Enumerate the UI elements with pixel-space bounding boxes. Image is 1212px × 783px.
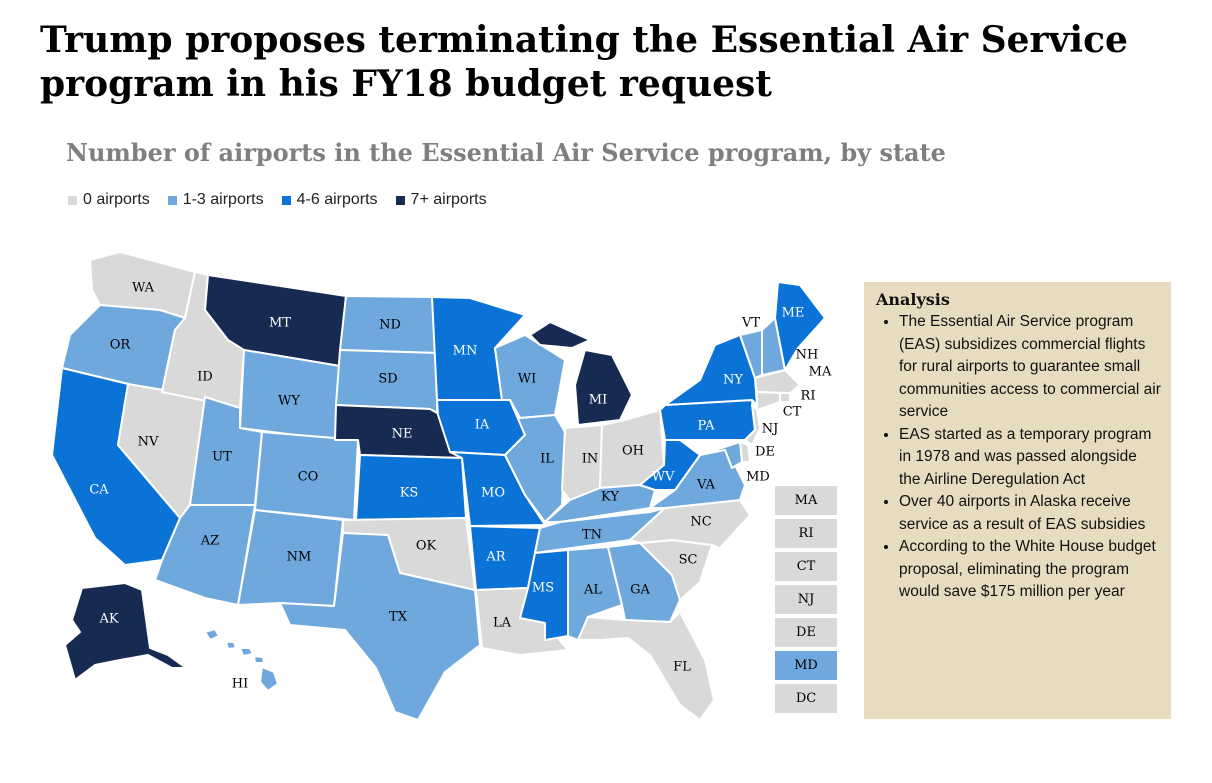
state-label-mn: MN	[453, 344, 478, 359]
state-shape-mi	[529, 321, 633, 426]
state-label-tn: TN	[582, 528, 602, 543]
state-shape-ri	[779, 392, 791, 403]
state-label-il: IL	[540, 452, 554, 467]
state-label-az: AZ	[200, 534, 219, 549]
small-state-box-ri: RI	[775, 519, 837, 548]
state-label-vt: VT	[741, 316, 760, 331]
state-label-nc: NC	[690, 515, 711, 530]
analysis-bullet-4: According to the White House budget prop…	[899, 536, 1161, 604]
state-label-hi: HI	[232, 677, 248, 692]
state-label-ky: KY	[601, 490, 619, 505]
analysis-bullet-2: EAS started as a temporary program in 19…	[899, 424, 1161, 492]
state-label-mo: MO	[481, 486, 505, 501]
state-label-ma: MA	[809, 365, 832, 380]
legend-item-1: 1-3 airports	[167, 191, 264, 209]
legend-swatch-2	[281, 195, 291, 205]
state-label-ri: RI	[801, 389, 816, 404]
state-label-ks: KS	[400, 486, 419, 501]
legend-label-1: 1-3 airports	[182, 191, 264, 208]
state-label-ar: AR	[485, 550, 506, 565]
state-label-wa: WA	[132, 281, 155, 296]
state-label-wi: WI	[518, 372, 537, 387]
state-label-nh: NH	[796, 348, 819, 363]
state-label-va: VA	[696, 478, 716, 493]
state-label-ct: CT	[783, 405, 802, 420]
state-label-mi: MI	[589, 393, 607, 408]
legend-item-3: 7+ airports	[395, 191, 487, 209]
state-label-nd: ND	[379, 318, 401, 333]
state-label-nv: NV	[138, 435, 159, 450]
small-state-box-nj: NJ	[775, 585, 837, 614]
state-label-mt: MT	[269, 316, 291, 331]
us-states-map: WA OR CA NV ID MT WY UT AZ CO NM ND SD N…	[51, 251, 832, 721]
state-label-id: ID	[197, 370, 213, 385]
analysis-bullet-3: Over 40 airports in Alaska receive servi…	[899, 491, 1161, 536]
state-label-ia: IA	[475, 418, 490, 433]
small-states-panel: MA RI CT NJ DE MD DC	[775, 486, 837, 717]
analysis-panel: Analysis The Essential Air Service progr…	[864, 282, 1171, 719]
state-label-wy: WY	[278, 394, 300, 409]
state-label-co: CO	[298, 470, 319, 485]
state-shape-nj	[744, 404, 761, 446]
small-state-box-ma: MA	[775, 486, 837, 515]
state-label-de: DE	[755, 445, 775, 460]
state-label-md: MD	[746, 470, 770, 485]
state-shape-md	[699, 441, 743, 469]
state-label-ut: UT	[212, 450, 232, 465]
state-label-ny: NY	[723, 373, 743, 388]
state-label-ak: AK	[98, 612, 118, 627]
state-shape-wv	[639, 439, 701, 491]
state-shape-ct	[756, 391, 781, 411]
legend-item-0: 0 airports	[68, 191, 150, 209]
legend-label-2: 4-6 airports	[296, 191, 378, 208]
state-shape-hi	[204, 628, 279, 692]
state-label-la: LA	[493, 616, 512, 631]
legend-swatch-0	[68, 195, 77, 205]
state-label-ga: GA	[630, 583, 650, 598]
analysis-bullet-1: The Essential Air Service program (EAS) …	[899, 311, 1161, 424]
map-subtitle: Number of airports in the Essential Air …	[66, 138, 946, 167]
state-label-al: AL	[583, 583, 602, 598]
small-state-box-md: MD	[775, 651, 837, 680]
state-label-nm: NM	[287, 550, 312, 565]
legend: 0 airports 1-3 airports 4-6 airports 7+ …	[68, 191, 505, 209]
state-shape-fl	[577, 611, 715, 721]
state-label-fl: FL	[673, 660, 691, 675]
state-label-in: IN	[582, 452, 599, 467]
state-shapes	[51, 251, 826, 721]
legend-label-3: 7+ airports	[410, 191, 487, 208]
state-label-ms: MS	[532, 581, 554, 596]
state-label-sd: SD	[378, 372, 397, 387]
state-shape-tx	[279, 532, 481, 721]
state-label-ok: OK	[416, 539, 437, 554]
state-label-ne: NE	[392, 427, 413, 442]
state-shape-ak	[64, 582, 187, 681]
small-state-box-dc: DC	[775, 684, 837, 713]
state-label-ca: CA	[89, 483, 109, 498]
legend-swatch-1	[167, 195, 177, 205]
legend-label-0: 0 airports	[83, 191, 150, 208]
small-state-box-ct: CT	[775, 552, 837, 581]
legend-swatch-3	[395, 195, 405, 205]
small-state-box-de: DE	[775, 618, 837, 647]
analysis-heading: Analysis	[876, 290, 950, 309]
legend-item-2: 4-6 airports	[281, 191, 378, 209]
state-shape-ma	[754, 369, 801, 394]
state-label-wv: WV	[652, 470, 675, 485]
state-label-pa: PA	[698, 419, 716, 434]
state-label-oh: OH	[622, 444, 644, 459]
page-title: Trump proposes terminating the Essential…	[40, 19, 1128, 105]
state-label-me: ME	[782, 306, 805, 321]
state-labels: WA OR CA NV ID MT WY UT AZ CO NM ND SD N…	[89, 281, 832, 692]
state-label-tx: TX	[389, 610, 408, 625]
state-label-sc: SC	[679, 553, 698, 568]
analysis-list: The Essential Air Service program (EAS) …	[876, 311, 1161, 604]
state-label-nj: NJ	[762, 422, 779, 437]
state-label-or: OR	[110, 338, 132, 353]
